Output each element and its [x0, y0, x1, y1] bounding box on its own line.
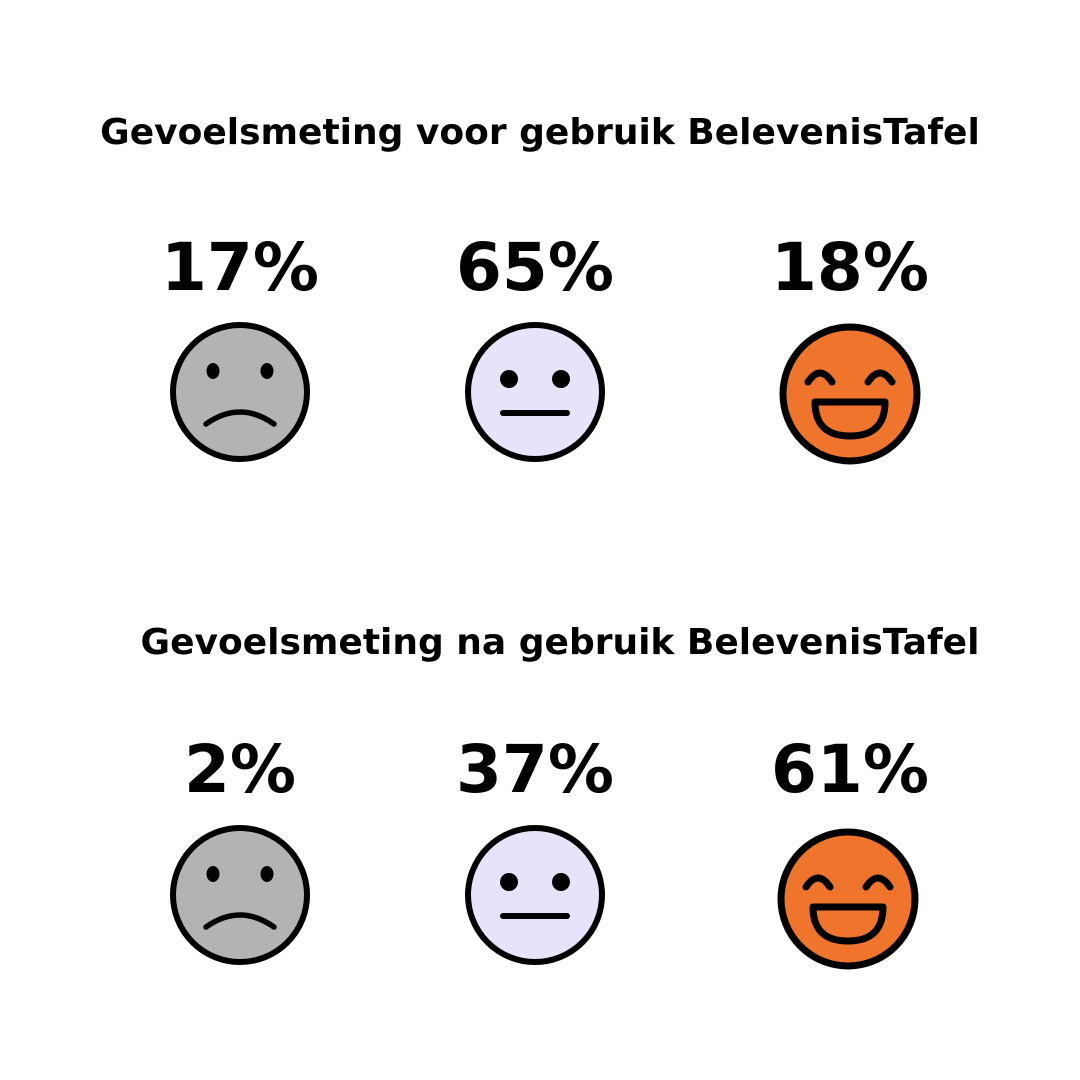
- percent-sad-before: 17%: [161, 229, 319, 306]
- section-title-before: Gevoelsmeting voor gebruik BelevenisTafe…: [100, 112, 980, 153]
- grinning-face-icon: [776, 827, 920, 971]
- neutral-face-icon: [463, 320, 607, 464]
- percent-neutral-before: 65%: [456, 229, 614, 306]
- sad-face-icon: [168, 823, 312, 967]
- sad-face-icon: [168, 320, 312, 464]
- percent-neutral-after: 37%: [456, 731, 614, 808]
- grinning-face-icon: [778, 322, 922, 466]
- percent-happy-after: 61%: [771, 731, 929, 808]
- percent-sad-after: 2%: [183, 731, 297, 808]
- neutral-face-icon: [463, 823, 607, 967]
- section-title-after: Gevoelsmeting na gebruik BelevenisTafel: [140, 622, 980, 663]
- percent-happy-before: 18%: [771, 229, 929, 306]
